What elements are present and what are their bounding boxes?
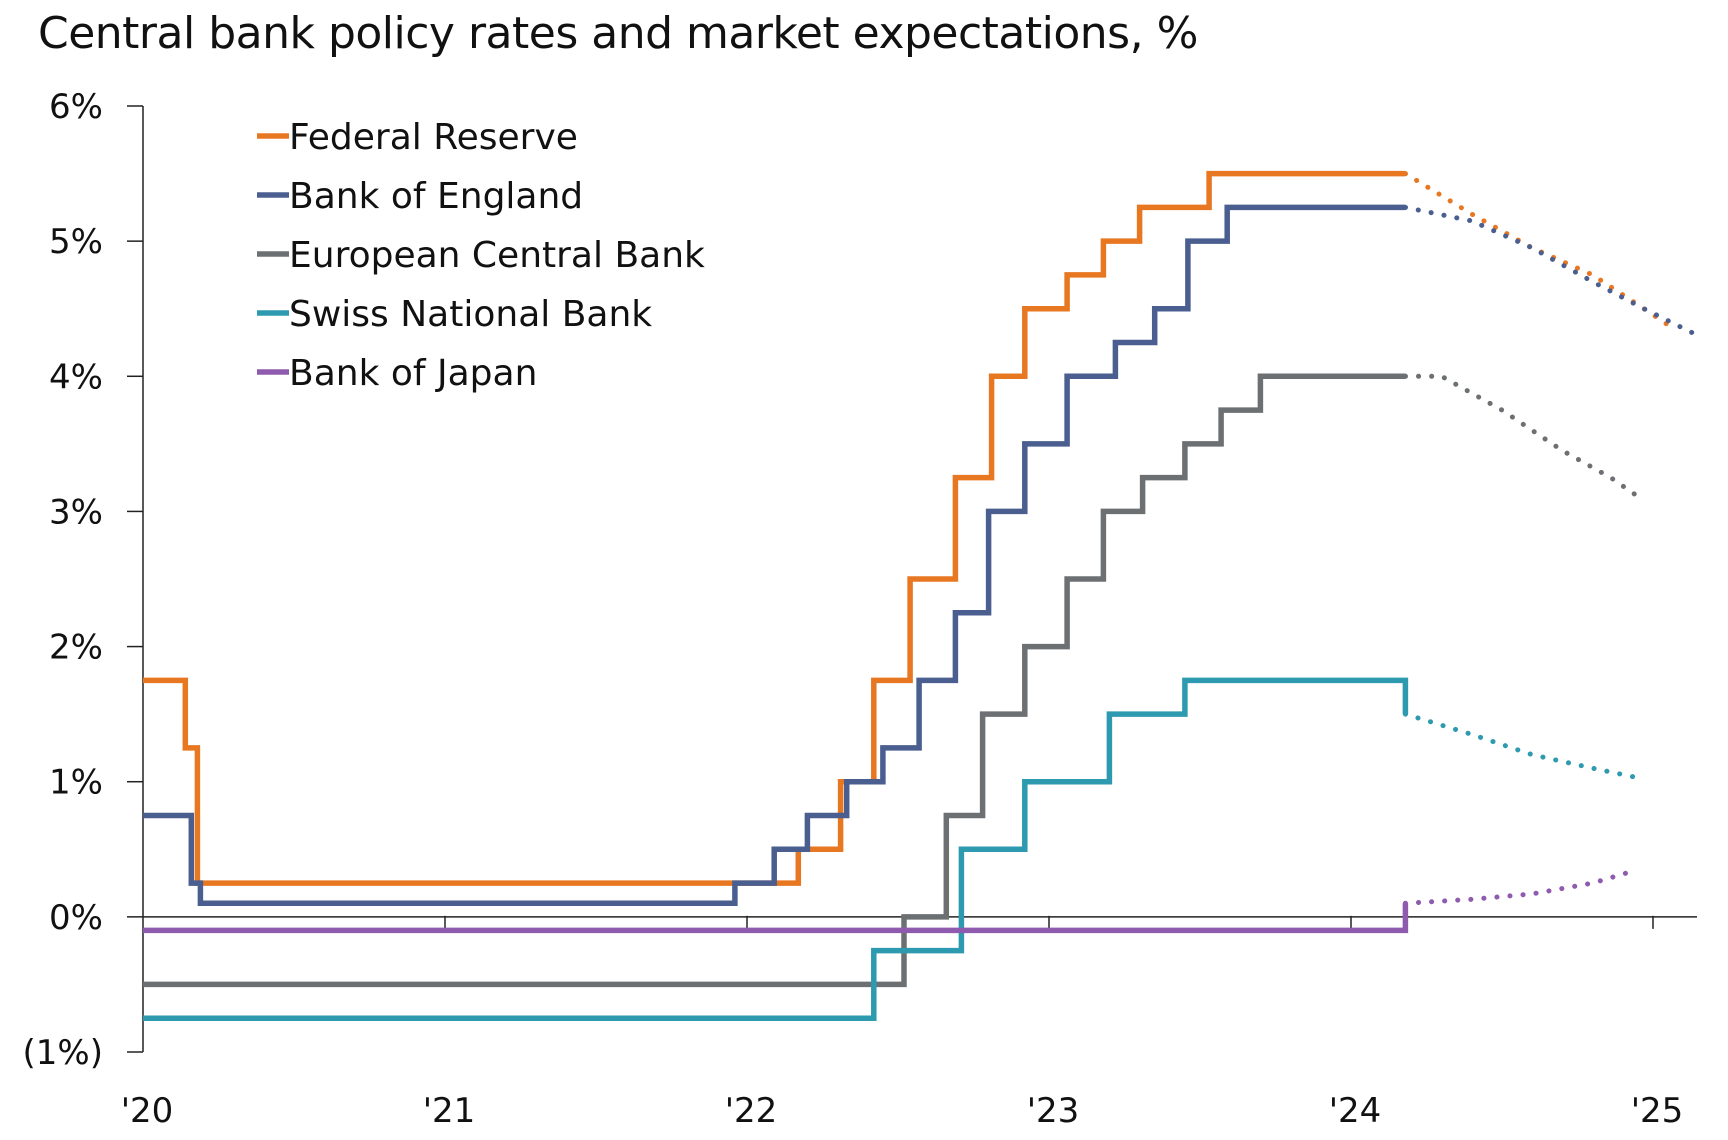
series-european-central-bank-actual (143, 373, 1406, 988)
x-tick-label: '20 (121, 1091, 174, 1131)
y-tick-label: 5% (49, 222, 103, 262)
legend-label-bank-of-england: Bank of England (289, 176, 583, 217)
series-federal-reserve-expected (1402, 171, 1677, 332)
y-tick-label: (1%) (23, 1033, 103, 1073)
series-federal-reserve-actual (143, 170, 1406, 886)
axes: (1%) 0% 1% 2% 3% 4% 5% 6% '20 '21 '22 '23 '24 '25 (23, 87, 1697, 1131)
y-tick-label: 0% (49, 898, 103, 938)
x-tick-label: '25 (1631, 1091, 1684, 1131)
legend-label-european-central-bank: European Central Bank (289, 235, 705, 276)
y-tick-label: 3% (49, 492, 103, 532)
series-bank-of-japan-expected (1402, 867, 1641, 906)
legend-label-federal-reserve: Federal Reserve (289, 117, 578, 158)
legend-label-bank-of-japan: Bank of Japan (289, 353, 537, 394)
series-bank-of-england-expected (1402, 204, 1701, 339)
x-tick-label: '23 (1027, 1091, 1080, 1131)
x-tick-label: '22 (725, 1091, 778, 1131)
series-bank-of-japan-actual (143, 903, 1409, 934)
series-swiss-national-bank-expected (1402, 711, 1647, 782)
y-tick-label: 1% (49, 763, 103, 803)
x-tick-label: '24 (1329, 1091, 1382, 1131)
series-lines (143, 170, 1701, 1021)
series-bank-of-england-actual (143, 204, 1406, 907)
series-european-central-bank-expected (1402, 373, 1647, 504)
chart-title: Central bank policy rates and market exp… (38, 8, 1198, 59)
series-swiss-national-bank-actual (143, 677, 1409, 1021)
y-tick-label: 6% (49, 87, 103, 127)
legend-label-swiss-national-bank: Swiss National Bank (289, 294, 652, 335)
y-tick-label: 4% (49, 357, 103, 397)
legend: Federal Reserve Bank of England European C… (257, 117, 705, 394)
x-tick-label: '21 (423, 1091, 476, 1131)
y-tick-label: 2% (49, 628, 103, 668)
